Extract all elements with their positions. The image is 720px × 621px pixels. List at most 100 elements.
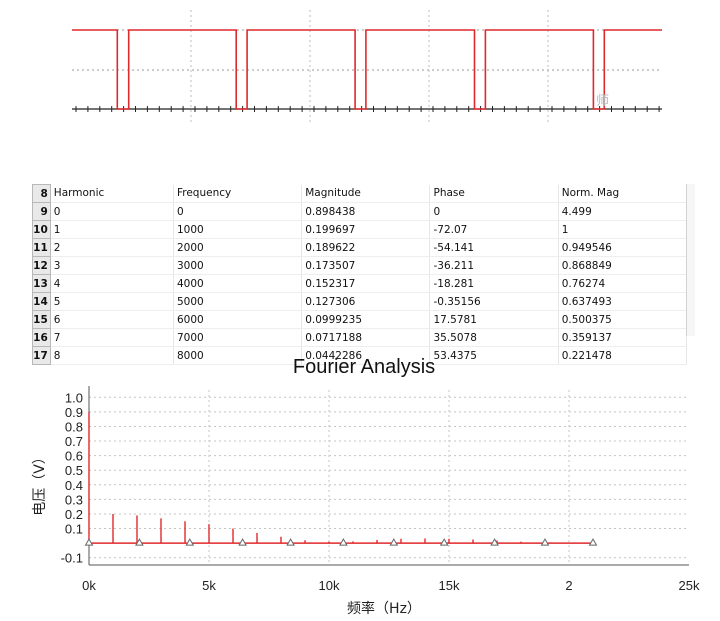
y-tick-label: 0.1 bbox=[65, 522, 83, 537]
marker-triangle bbox=[84, 538, 94, 546]
x-tick-label: 25k bbox=[679, 578, 700, 593]
cell-frequency: 6000 bbox=[173, 310, 303, 329]
row-number: 11 bbox=[32, 238, 51, 257]
cell-phase: -54.141 bbox=[429, 238, 559, 257]
cell-frequency: 4000 bbox=[173, 274, 303, 293]
harmonic-table: 8 Harmonic Frequency Magnitude Phase Nor… bbox=[32, 184, 688, 365]
row-number: 15 bbox=[32, 310, 51, 329]
cell-harmonic: 2 bbox=[50, 238, 174, 257]
y-tick-label: -0.1 bbox=[61, 551, 83, 566]
table-row[interactable]: 17 8 8000 0.0442286 53.4375 0.221478 bbox=[32, 346, 688, 365]
table-row[interactable]: 16 7 7000 0.0717188 35.5078 0.359137 bbox=[32, 328, 688, 347]
cell-phase: -36.211 bbox=[429, 256, 559, 275]
row-number: 16 bbox=[32, 328, 51, 347]
header-norm-mag: Norm. Mag bbox=[558, 184, 688, 203]
x-tick-label: 5k bbox=[202, 578, 216, 593]
header-magnitude: Magnitude bbox=[301, 184, 431, 203]
y-tick-label: 0.9 bbox=[65, 405, 83, 420]
cell-magnitude: 0.127306 bbox=[301, 292, 431, 311]
row-number: 14 bbox=[32, 292, 51, 311]
table-row[interactable]: 11 2 2000 0.189622 -54.141 0.949546 bbox=[32, 238, 688, 257]
cell-norm-mag: 0.76274 bbox=[558, 274, 688, 293]
marker-triangle bbox=[588, 538, 598, 546]
cell-magnitude: 0.199697 bbox=[301, 220, 431, 239]
table-row[interactable]: 14 5 5000 0.127306 -0.35156 0.637493 bbox=[32, 292, 688, 311]
cell-frequency: 5000 bbox=[173, 292, 303, 311]
cell-harmonic: 6 bbox=[50, 310, 174, 329]
marker-triangle bbox=[490, 538, 499, 546]
marker-triangle bbox=[185, 538, 195, 546]
cell-phase: -0.35156 bbox=[429, 292, 559, 311]
y-tick-label: 0.7 bbox=[65, 434, 83, 449]
cell-phase: -18.281 bbox=[429, 274, 559, 293]
cell-harmonic: 8 bbox=[50, 346, 174, 365]
waveform-panel bbox=[72, 10, 662, 122]
cell-phase: 0 bbox=[429, 202, 559, 221]
x-tick-label: 2 bbox=[565, 578, 572, 593]
marker-triangle bbox=[540, 538, 550, 546]
y-tick-label: 0.5 bbox=[65, 463, 83, 478]
cell-norm-mag: 0.500375 bbox=[558, 310, 688, 329]
cell-norm-mag: 4.499 bbox=[558, 202, 688, 221]
watermark-text: 师 bbox=[596, 94, 610, 109]
row-number: 8 bbox=[32, 184, 51, 203]
cell-harmonic: 1 bbox=[50, 220, 174, 239]
chart-x-gridlines bbox=[88, 386, 689, 566]
table-row[interactable]: 13 4 4000 0.152317 -18.281 0.76274 bbox=[32, 274, 688, 293]
cell-frequency: 8000 bbox=[173, 346, 303, 365]
cell-phase: 17.5781 bbox=[429, 310, 559, 329]
row-number: 10 bbox=[32, 220, 51, 239]
waveform-time-axis bbox=[72, 106, 662, 112]
cell-norm-mag: 0.359137 bbox=[558, 328, 688, 347]
cell-phase: 53.4375 bbox=[429, 346, 559, 365]
cell-magnitude: 0.898438 bbox=[301, 202, 431, 221]
waveform-grid bbox=[72, 10, 662, 122]
y-tick-label: 0.2 bbox=[65, 507, 83, 522]
cell-frequency: 0 bbox=[173, 202, 303, 221]
cell-norm-mag: 0.868849 bbox=[558, 256, 688, 275]
cell-norm-mag: 0.221478 bbox=[558, 346, 688, 365]
cell-magnitude: 0.152317 bbox=[301, 274, 431, 293]
row-number: 13 bbox=[32, 274, 51, 293]
table-row[interactable]: 15 6 6000 0.0999235 17.5781 0.500375 bbox=[32, 310, 688, 329]
fourier-chart: Fourier Analysis 1.00.90.80.70.60.50.40.… bbox=[32, 356, 700, 617]
cell-frequency: 7000 bbox=[173, 328, 303, 347]
table-scrollbar[interactable] bbox=[686, 184, 695, 336]
cell-magnitude: 0.0999235 bbox=[301, 310, 431, 329]
cell-magnitude: 0.173507 bbox=[301, 256, 431, 275]
row-number: 17 bbox=[32, 346, 51, 365]
chart-y-gridlines bbox=[89, 396, 689, 559]
marker-triangle bbox=[339, 538, 348, 546]
header-harmonic: Harmonic bbox=[50, 184, 174, 203]
table-row[interactable]: 9 0 0 0.898438 0 4.499 bbox=[32, 202, 688, 221]
y-axis-label: 电压（V） bbox=[32, 450, 48, 516]
marker-triangle bbox=[286, 538, 295, 546]
cell-phase: -72.07 bbox=[429, 220, 559, 239]
cell-harmonic: 3 bbox=[50, 256, 174, 275]
cell-harmonic: 4 bbox=[50, 274, 174, 293]
waveform-plot bbox=[72, 10, 662, 122]
table-row[interactable]: 12 3 3000 0.173507 -36.211 0.868849 bbox=[32, 256, 688, 275]
chart-title: Fourier Analysis bbox=[293, 356, 435, 378]
chart-markers bbox=[84, 538, 598, 546]
cell-harmonic: 0 bbox=[50, 202, 174, 221]
cell-phase: 35.5078 bbox=[429, 328, 559, 347]
marker-triangle bbox=[439, 538, 449, 546]
square-wave-trace bbox=[72, 29, 662, 110]
cell-frequency: 3000 bbox=[173, 256, 303, 275]
x-tick-label: 10k bbox=[319, 578, 340, 593]
chart-y-tick-labels: 1.00.90.80.70.60.50.40.30.20.1 -0.1 bbox=[61, 390, 83, 565]
chart-bars bbox=[88, 412, 593, 544]
y-tick-label: 0.3 bbox=[65, 492, 83, 507]
x-axis-label: 频率（Hz） bbox=[347, 600, 421, 617]
cell-norm-mag: 1 bbox=[558, 220, 688, 239]
y-tick-label: 0.4 bbox=[65, 478, 83, 493]
cell-norm-mag: 0.637493 bbox=[558, 292, 688, 311]
header-phase: Phase bbox=[429, 184, 559, 203]
y-tick-label: 1.0 bbox=[65, 390, 83, 405]
cell-magnitude: 0.0442286 bbox=[301, 346, 431, 365]
cell-magnitude: 0.189622 bbox=[301, 238, 431, 257]
cell-norm-mag: 0.949546 bbox=[558, 238, 688, 257]
table-row[interactable]: 10 1 1000 0.199697 -72.07 1 bbox=[32, 220, 688, 239]
cell-frequency: 2000 bbox=[173, 238, 303, 257]
